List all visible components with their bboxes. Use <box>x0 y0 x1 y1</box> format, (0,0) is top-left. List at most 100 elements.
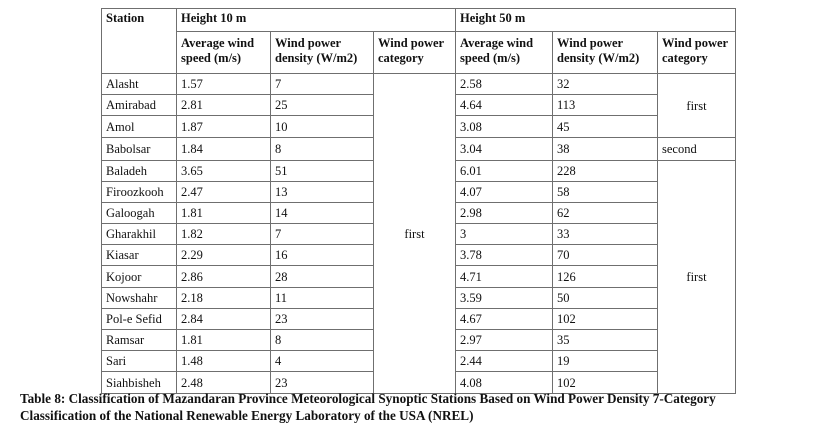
density-10m-cell: 7 <box>270 223 374 245</box>
station-cell: Baladeh <box>101 160 177 182</box>
density-10m-cell: 23 <box>270 308 374 330</box>
density-10m-cell: 16 <box>270 244 374 266</box>
density-50m-cell: 32 <box>552 73 658 95</box>
speed-10m-cell: 2.47 <box>176 181 271 203</box>
speed-50m-cell: 2.98 <box>455 202 553 224</box>
speed-10m-cell: 1.84 <box>176 137 271 161</box>
category-50m-cell: first <box>657 73 736 138</box>
density-50m-cell: 33 <box>552 223 658 245</box>
density-50m-cell: 35 <box>552 329 658 351</box>
density-10m-cell: 4 <box>270 350 374 372</box>
speed-50m-cell: 4.67 <box>455 308 553 330</box>
station-cell: Galoogah <box>101 202 177 224</box>
density-10m-cell: 10 <box>270 115 374 138</box>
speed-10m-cell: 2.86 <box>176 265 271 288</box>
station-cell: Siahbisheh <box>101 371 177 394</box>
density-50m-cell: 50 <box>552 287 658 309</box>
speed-50m-cell: 2.97 <box>455 329 553 351</box>
table-row: Ramsar 1.81 8 2.97 35 <box>101 329 736 351</box>
speed-10m-cell: 1.82 <box>176 223 271 245</box>
header-height-10m: Height 10 m <box>176 8 456 32</box>
density-50m-cell: 113 <box>552 94 658 116</box>
speed-10m-cell: 2.29 <box>176 244 271 266</box>
density-50m-cell: 62 <box>552 202 658 224</box>
density-50m-cell: 126 <box>552 265 658 288</box>
station-cell: Sari <box>101 350 177 372</box>
station-cell: Nowshahr <box>101 287 177 309</box>
density-10m-cell: 23 <box>270 371 374 394</box>
speed-10m-cell: 3.65 <box>176 160 271 182</box>
table-row: Pol-e Sefid 2.84 23 4.67 102 <box>101 308 736 330</box>
table-row: Alasht 1.57 7 first 2.58 32 first <box>101 73 736 394</box>
station-cell: Pol-e Sefid <box>101 308 177 330</box>
station-cell: Amirabad <box>101 94 177 116</box>
wind-power-table: Station Height 10 m Height 50 m Average … <box>101 8 736 394</box>
density-50m-cell: 102 <box>552 308 658 330</box>
header-speed-10m: Average wind speed (m/s) <box>176 31 271 74</box>
density-10m-cell: 8 <box>270 329 374 351</box>
category-50m-cell: first <box>657 160 736 394</box>
density-50m-cell: 70 <box>552 244 658 266</box>
density-10m-cell: 14 <box>270 202 374 224</box>
caption-line-1: Table 8: Classification of Mazandaran Pr… <box>20 391 716 406</box>
speed-10m-cell: 2.81 <box>176 94 271 116</box>
speed-50m-cell: 2.58 <box>455 73 553 95</box>
header-density-50m: Wind power density (W/m2) <box>552 31 658 74</box>
speed-50m-cell: 4.64 <box>455 94 553 116</box>
density-10m-cell: 8 <box>270 137 374 161</box>
caption-line-2: Classification of the National Renewable… <box>20 408 474 423</box>
density-50m-cell: 19 <box>552 350 658 372</box>
station-cell: Ramsar <box>101 329 177 351</box>
header-category-10m: Wind power category <box>373 31 456 74</box>
speed-50m-cell: 3.78 <box>455 244 553 266</box>
speed-50m-cell: 3.08 <box>455 115 553 138</box>
table-row: Firoozkooh 2.47 13 4.07 58 <box>101 181 736 203</box>
density-10m-cell: 51 <box>270 160 374 182</box>
speed-50m-cell: 4.07 <box>455 181 553 203</box>
table-row: Baladeh 3.65 51 6.01 228 first <box>101 160 736 394</box>
density-50m-cell: 45 <box>552 115 658 138</box>
station-cell: Kiasar <box>101 244 177 266</box>
speed-10m-cell: 2.48 <box>176 371 271 394</box>
category-50m-cell: second <box>657 137 736 161</box>
density-50m-cell: 38 <box>552 137 658 161</box>
table-row: Galoogah 1.81 14 2.98 62 <box>101 202 736 224</box>
header-height-50m: Height 50 m <box>455 8 736 32</box>
density-50m-cell: 228 <box>552 160 658 182</box>
speed-10m-cell: 1.57 <box>176 73 271 95</box>
speed-10m-cell: 1.87 <box>176 115 271 138</box>
header-density-10m: Wind power density (W/m2) <box>270 31 374 74</box>
density-50m-cell: 102 <box>552 371 658 394</box>
density-10m-cell: 11 <box>270 287 374 309</box>
speed-10m-cell: 1.81 <box>176 329 271 351</box>
density-10m-cell: 28 <box>270 265 374 288</box>
speed-10m-cell: 1.48 <box>176 350 271 372</box>
speed-50m-cell: 2.44 <box>455 350 553 372</box>
speed-10m-cell: 2.84 <box>176 308 271 330</box>
header-station: Station <box>101 8 177 74</box>
density-10m-cell: 13 <box>270 181 374 203</box>
station-cell: Babolsar <box>101 137 177 161</box>
header-category-50m: Wind power category <box>657 31 736 74</box>
station-cell: Firoozkooh <box>101 181 177 203</box>
speed-50m-cell: 3 <box>455 223 553 245</box>
speed-10m-cell: 2.18 <box>176 287 271 309</box>
header-speed-50m: Average wind speed (m/s) <box>455 31 553 74</box>
table-caption: Table 8: Classification of Mazandaran Pr… <box>20 390 820 424</box>
speed-10m-cell: 1.81 <box>176 202 271 224</box>
table-row: Nowshahr 2.18 11 3.59 50 <box>101 287 736 309</box>
station-cell: Kojoor <box>101 265 177 288</box>
table-row: Siahbisheh 2.48 23 4.08 102 <box>101 371 736 394</box>
speed-50m-cell: 6.01 <box>455 160 553 182</box>
density-10m-cell: 25 <box>270 94 374 116</box>
speed-50m-cell: 3.59 <box>455 287 553 309</box>
speed-50m-cell: 4.71 <box>455 265 553 288</box>
station-cell: Alasht <box>101 73 177 95</box>
speed-50m-cell: 3.04 <box>455 137 553 161</box>
speed-50m-cell: 4.08 <box>455 371 553 394</box>
table-row: Kojoor 2.86 28 4.71 126 <box>101 265 736 288</box>
station-cell: Amol <box>101 115 177 138</box>
density-10m-cell: 7 <box>270 73 374 95</box>
station-cell: Gharakhil <box>101 223 177 245</box>
category-10m-cell: first <box>373 73 456 394</box>
